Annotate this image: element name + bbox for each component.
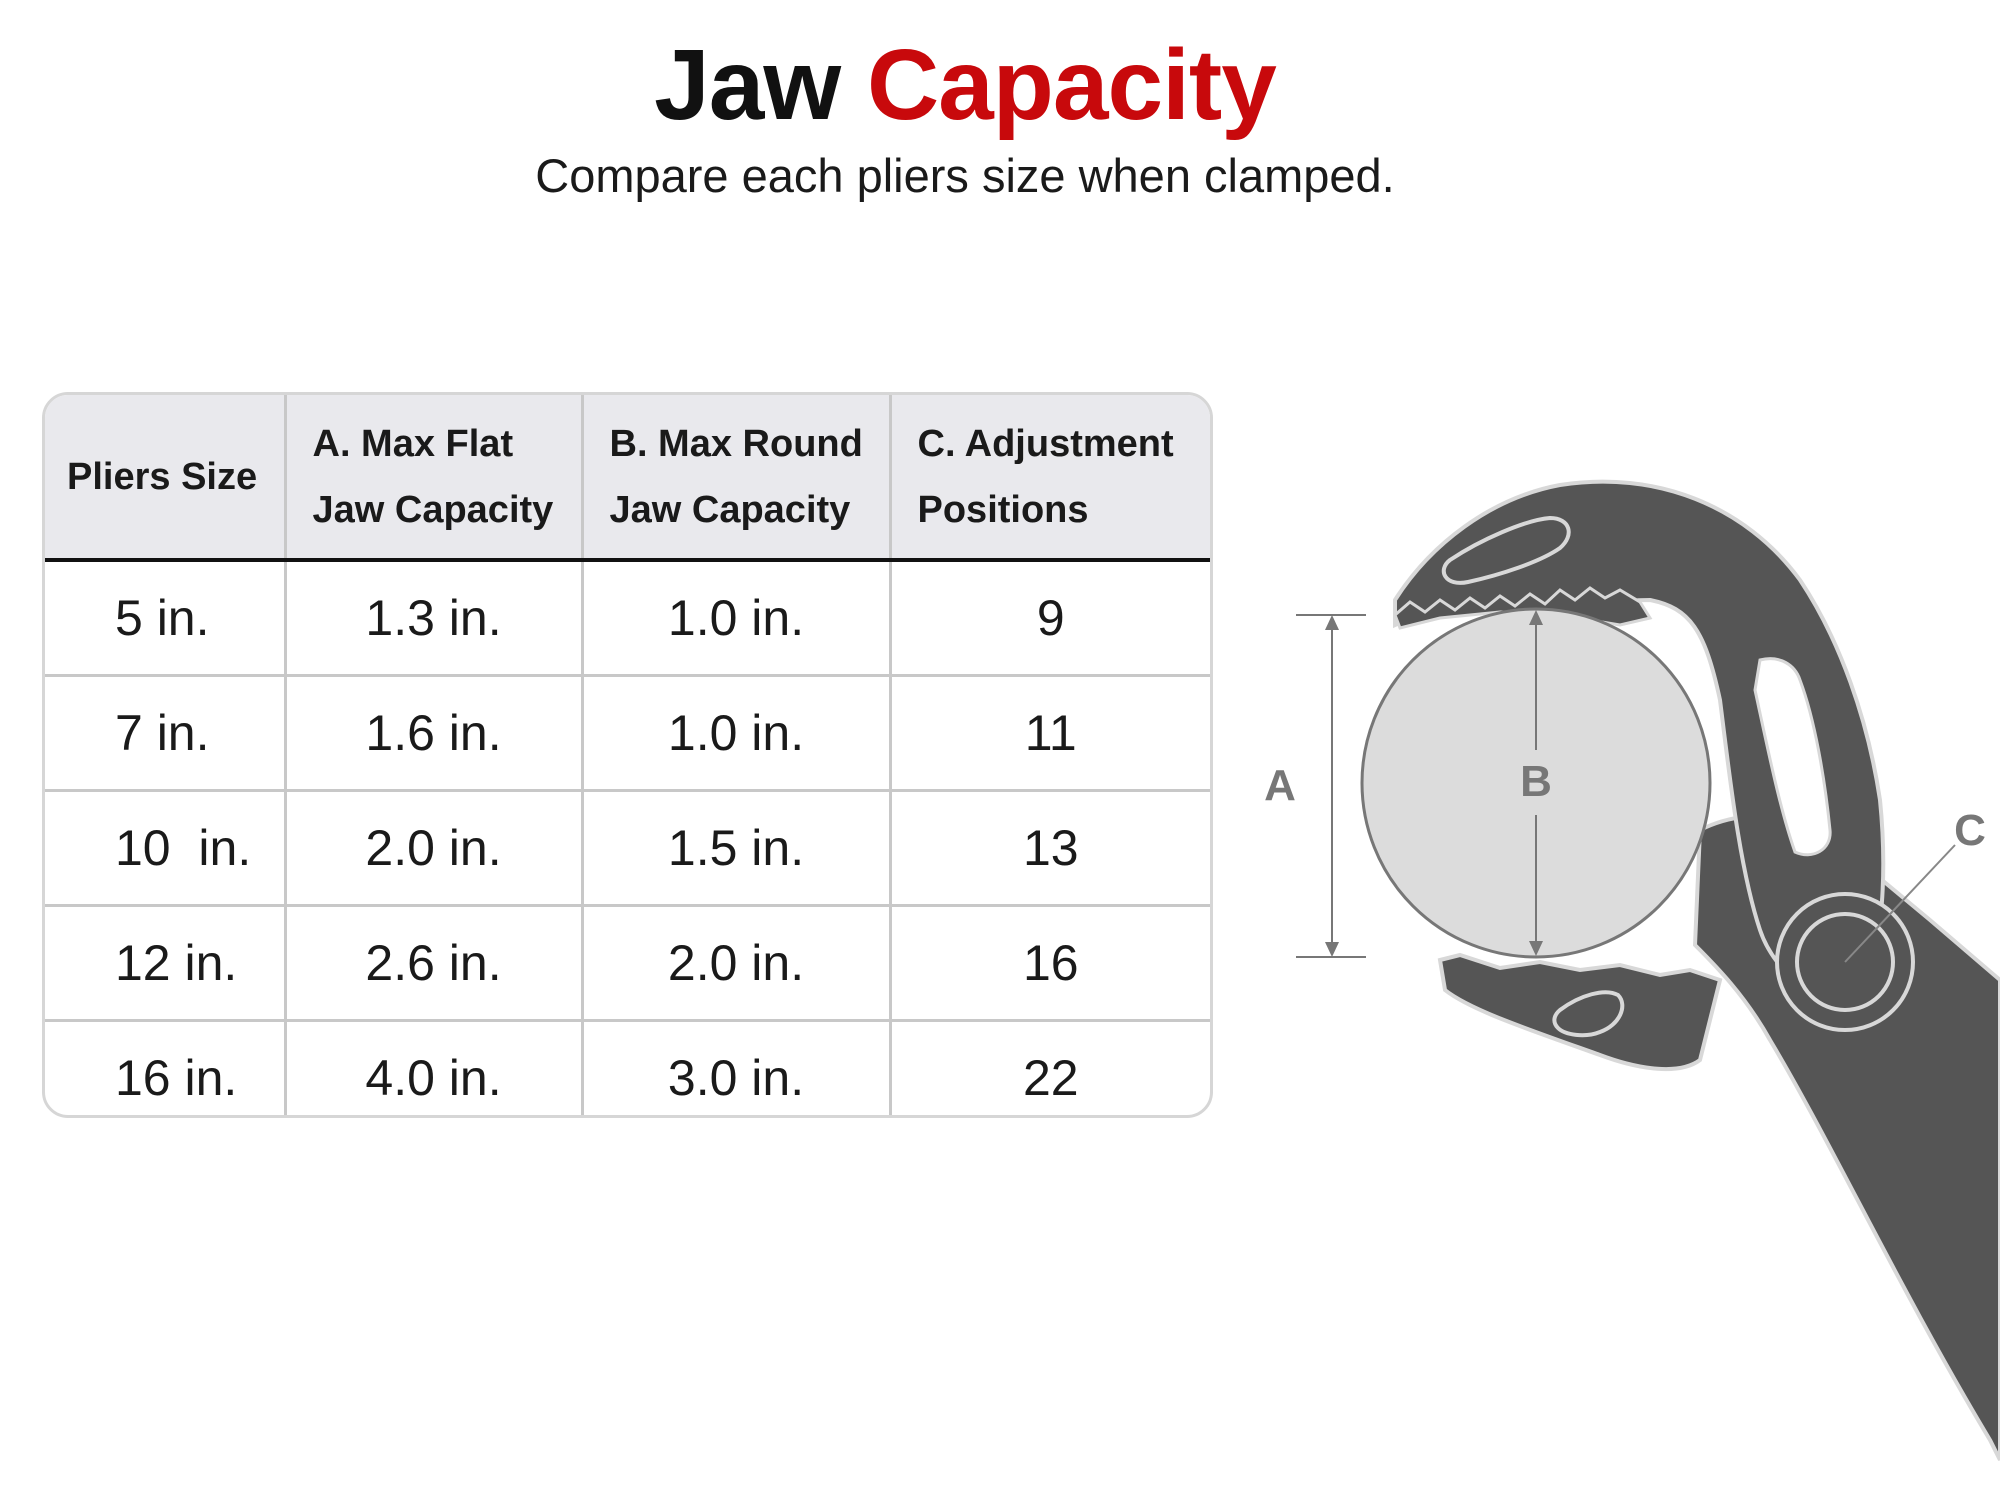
- cell-size: 7 in.: [45, 675, 287, 792]
- cell-flat: 2.0 in.: [285, 790, 584, 907]
- dimension-a-arrow-up: [1325, 615, 1339, 630]
- cell-size: 16 in.: [45, 1020, 287, 1115]
- header-max-flat: A. Max Flat Jaw Capacity: [285, 395, 584, 562]
- cell-size: 12 in.: [45, 905, 287, 1022]
- dimension-a-arrow-down: [1325, 942, 1339, 957]
- cell-positions: 16: [890, 905, 1210, 1022]
- label-a: A: [1264, 761, 1296, 810]
- dimension-b-arrow-down: [1529, 941, 1543, 956]
- cell-round: 1.0 in.: [582, 560, 892, 677]
- adjustment-slot-icon: [1753, 657, 1832, 857]
- page-subtitle: Compare each pliers size when clamped.: [535, 149, 1395, 202]
- cell-size: 10 in.: [45, 790, 287, 907]
- table-row: 7 in. 1.6 in. 1.0 in. 11: [45, 675, 1210, 792]
- pliers-diagram: A B C: [1264, 479, 2000, 1461]
- table-row: 10 in. 2.0 in. 1.5 in. 13: [45, 790, 1210, 907]
- cell-flat: 4.0 in.: [285, 1020, 584, 1115]
- cell-flat: 1.6 in.: [285, 675, 584, 792]
- cell-positions: 11: [890, 675, 1210, 792]
- label-b: B: [1520, 757, 1552, 806]
- header-pliers-size: Pliers Size: [45, 395, 287, 562]
- table-header-row: Pliers Size A. Max Flat Jaw Capacity B. …: [45, 395, 1210, 562]
- upper-slot-icon: [1441, 515, 1571, 585]
- lower-jaw-icon: [1437, 952, 1723, 1071]
- lower-slot-icon: [1552, 990, 1625, 1038]
- cell-round: 3.0 in.: [582, 1020, 892, 1115]
- cell-positions: 13: [890, 790, 1210, 907]
- round-object-icon: [1360, 607, 1712, 959]
- header-max-round: B. Max Round Jaw Capacity: [582, 395, 892, 562]
- title-word-2: Capacity: [866, 29, 1277, 141]
- cell-round: 1.0 in.: [582, 675, 892, 792]
- page-title: Jaw Capacity: [0, 30, 1930, 140]
- cell-positions: 9: [890, 560, 1210, 677]
- table-row: 5 in. 1.3 in. 1.0 in. 9: [45, 560, 1210, 677]
- cell-flat: 2.6 in.: [285, 905, 584, 1022]
- title-word-1: Jaw: [654, 29, 841, 141]
- dimension-b-arrow-up: [1529, 610, 1543, 625]
- cell-positions: 22: [1022, 1050, 1079, 1106]
- label-c: C: [1954, 806, 1986, 855]
- cell-round: 2.0 in.: [582, 905, 892, 1022]
- header-adjustment: C. Adjustment Positions: [890, 395, 1210, 562]
- dimension-c-leader: [1844, 844, 1956, 963]
- table: Pliers Size A. Max Flat Jaw Capacity B. …: [45, 395, 1210, 1115]
- cell-round: 1.5 in.: [582, 790, 892, 907]
- table-row: 12 in. 2.6 in. 2.0 in. 16: [45, 905, 1210, 1022]
- table-row: 16 in. 4.0 in. 3.0 in. 22: [45, 1020, 1210, 1115]
- cell-size: 5 in.: [45, 560, 287, 677]
- jaw-capacity-table: Pliers Size A. Max Flat Jaw Capacity B. …: [42, 392, 1213, 1118]
- cell-flat: 1.3 in.: [285, 560, 584, 677]
